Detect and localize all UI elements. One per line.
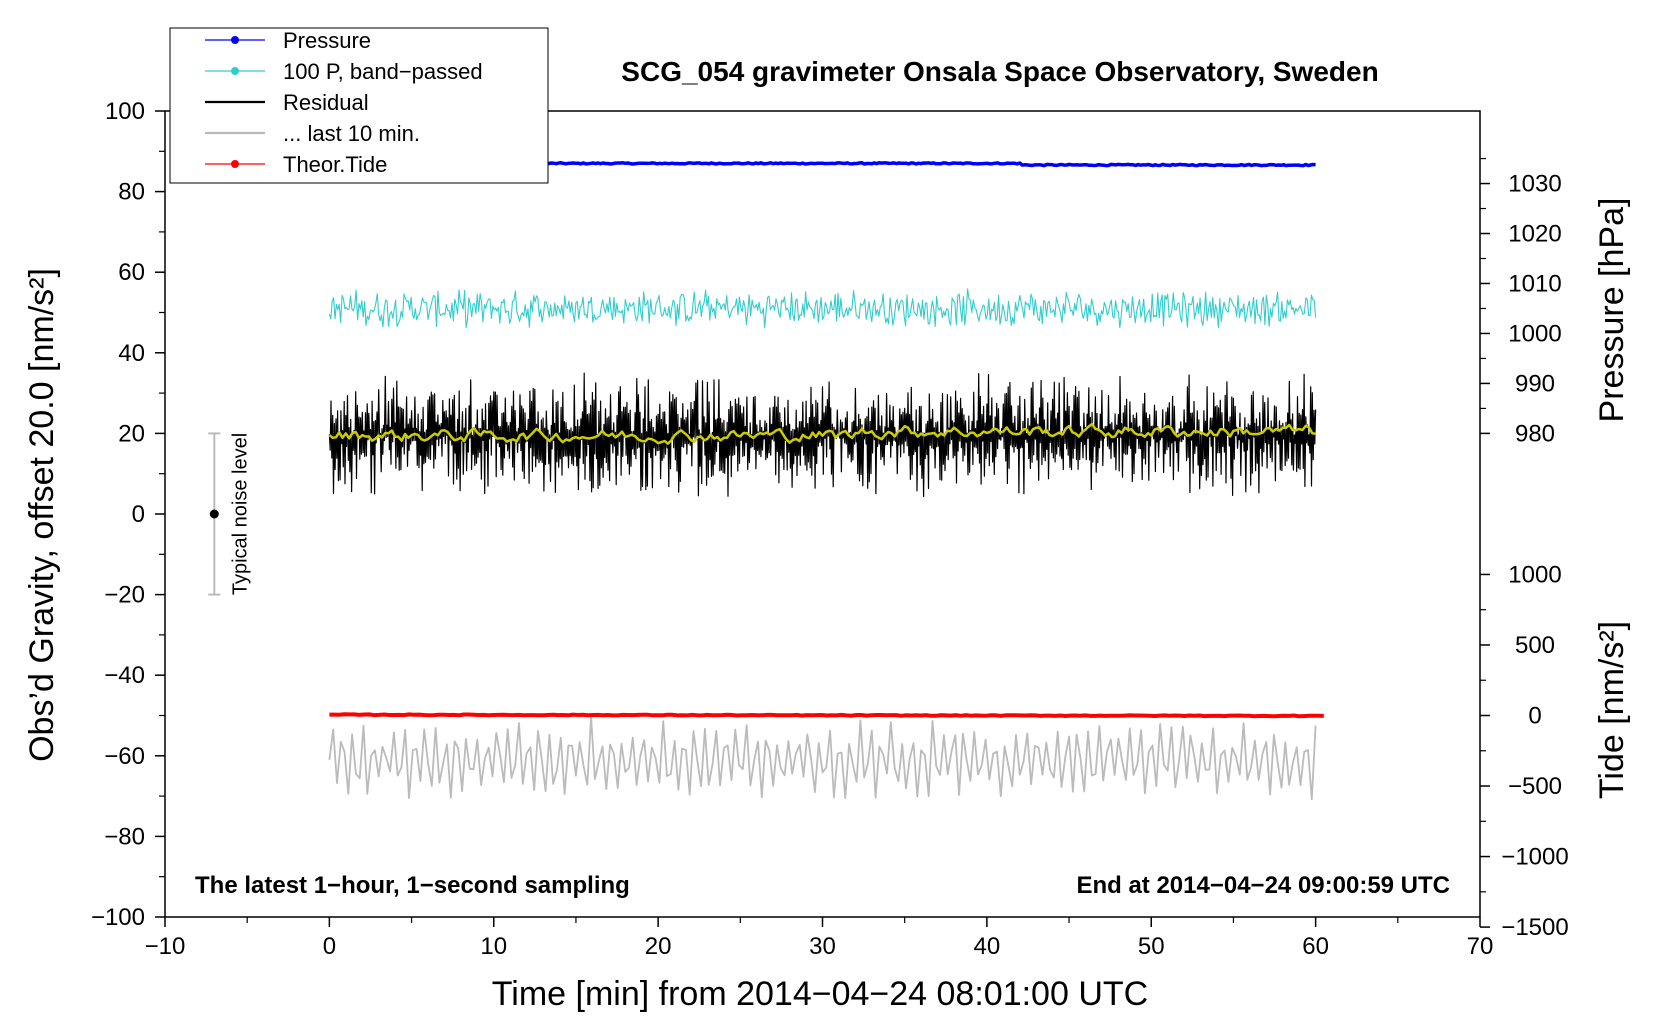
y-tick-label: 0 (132, 501, 145, 528)
series-line-4 (328, 715, 1317, 801)
pressure-tick-label: 980 (1515, 420, 1555, 447)
plot-frame (164, 110, 1481, 918)
y-tick-label: −40 (104, 662, 145, 689)
legend-label-4: Theor.Tide (283, 152, 387, 177)
y-tick-label: 100 (105, 98, 145, 125)
noise-level-indicator: Typical noise level (208, 432, 251, 596)
y-axis-label-tide: Tide [nm/s²] (1593, 621, 1631, 799)
pressure-tick-label: 1020 (1508, 221, 1561, 248)
legend-label-0: Pressure (283, 28, 371, 53)
y-tick-label: 60 (118, 259, 145, 286)
x-tick-label: 60 (1302, 933, 1329, 960)
y-tick-label: 80 (118, 179, 145, 206)
x-tick-label: 20 (645, 933, 672, 960)
legend-marker-4 (231, 160, 239, 168)
chart-title: SCG_054 gravimeter Onsala Space Observat… (621, 56, 1378, 87)
noise-center-dot (209, 509, 219, 519)
pressure-tick-label: 1010 (1508, 270, 1561, 297)
tide-tick-label: −1000 (1501, 844, 1568, 871)
y-tick-label: 20 (118, 420, 145, 447)
series-line-1 (328, 288, 1317, 329)
noise-level-label: Typical noise level (229, 433, 251, 595)
tide-tick-label: −500 (1508, 773, 1562, 800)
x-tick-label: −10 (145, 933, 186, 960)
note-left: The latest 1−hour, 1−second sampling (195, 872, 630, 899)
y-axis-label-left-text: Obs’d Gravity, offset 20.0 [nm/s²] (23, 268, 61, 762)
y-tick-label: −60 (104, 743, 145, 770)
legend-box (169, 27, 549, 184)
x-axis-label: Time [min] from 2014−04−24 08:01:00 UTC (492, 975, 1148, 1013)
series-line-3 (328, 422, 1316, 445)
legend-marker-0 (231, 36, 239, 44)
legend-label-3: ... last 10 min. (283, 121, 420, 146)
series-line-2 (328, 372, 1317, 498)
pressure-tick-label: 1030 (1508, 171, 1561, 198)
legend-marker-1 (231, 67, 239, 75)
note-right: End at 2014−04−24 09:00:59 UTC (1076, 872, 1450, 899)
x-tick-label: 70 (1467, 933, 1494, 960)
x-tick-label: 0 (323, 933, 336, 960)
y-tick-label: −100 (91, 904, 145, 931)
tide-tick-label: 500 (1515, 632, 1555, 659)
legend-label-2: Residual (283, 90, 369, 115)
tide-tick-label: −1500 (1501, 914, 1568, 941)
x-tick-label: 10 (480, 933, 507, 960)
x-tick-label: 40 (974, 933, 1001, 960)
series-line-5 (329, 712, 1324, 719)
pressure-tick-label: 990 (1515, 370, 1555, 397)
legend-label-1: 100 P, band−passed (283, 59, 483, 84)
tide-tick-label: 0 (1528, 703, 1541, 730)
legend: Pressure 100 P, band−passed Residual ... la… (169, 27, 549, 184)
axes-layer: −10 0 10 20 30 40 50 60 70−100−80−60−40−20020406… (91, 98, 1569, 960)
y-tick-label: −20 (104, 582, 145, 609)
y-tick-label: −80 (104, 823, 145, 850)
series-layer (328, 161, 1324, 801)
y-axis-label-left: Obs’d Gravity, offset 20.0 [nm/s²] (23, 268, 61, 762)
x-tick-label: 30 (809, 933, 836, 960)
y-tick-label: 40 (118, 340, 145, 367)
pressure-tick-label: 1000 (1508, 320, 1561, 347)
x-tick-label: 50 (1138, 933, 1165, 960)
y-axis-label-pressure: Pressure [hPa] (1593, 198, 1631, 423)
tide-tick-label: 1000 (1508, 561, 1561, 588)
